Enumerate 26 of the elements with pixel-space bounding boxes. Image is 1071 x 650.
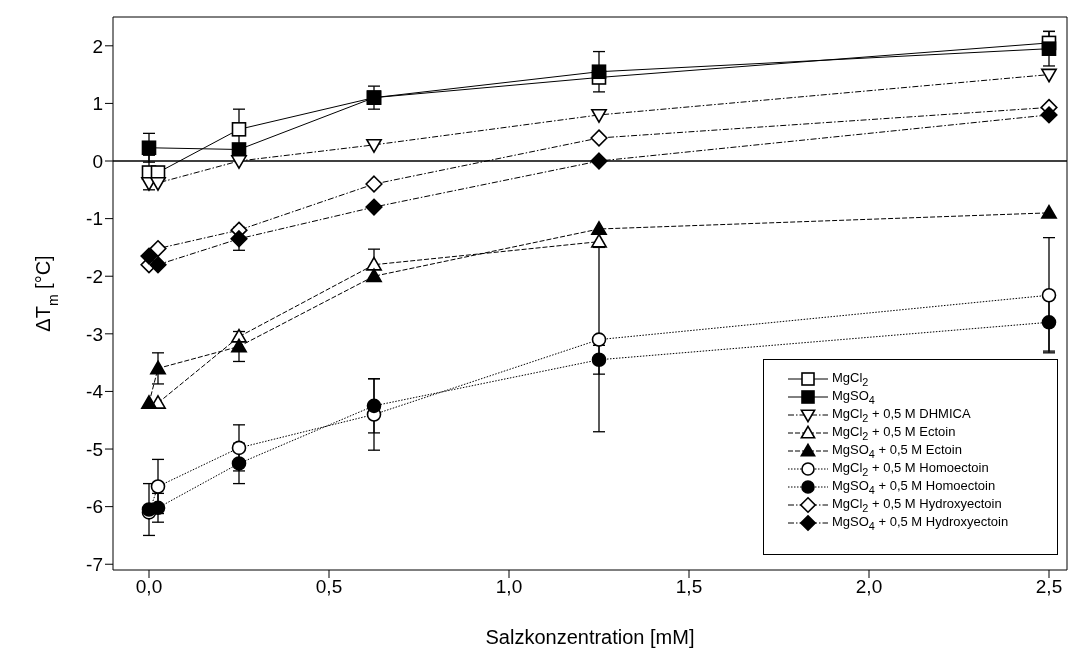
legend-label: MgSO$_{4}$ + 0,5 M Ectoin bbox=[832, 442, 962, 460]
y-tick-label: -5 bbox=[86, 438, 103, 460]
x-tick-label: 0,5 bbox=[315, 576, 343, 598]
legend-label: MgCl$_{2}$ + 0,5 M Ectoin bbox=[832, 424, 956, 442]
legend-label: MgCl$_{2}$ + 0,5 M DHMICA bbox=[832, 406, 971, 424]
y-tick-label: 1 bbox=[92, 93, 103, 115]
x-tick-label: 1,0 bbox=[495, 576, 523, 598]
y-tick-label: -6 bbox=[86, 496, 103, 518]
y-tick-label: -7 bbox=[86, 553, 103, 575]
y-tick-label: -1 bbox=[86, 208, 103, 230]
legend-label: MgSO$_{4}$ + 0,5 M Homoectoin bbox=[832, 478, 996, 496]
legend-label: MgSO$_{4}$ + 0,5 M Hydroxyectoin bbox=[832, 514, 1009, 532]
x-tick-label: 0,0 bbox=[135, 576, 163, 598]
legend-label: MgCl$_{2}$ bbox=[832, 370, 869, 388]
y-tick-label: -2 bbox=[86, 265, 103, 287]
x-axis-title: Salzkonzentration [mM] bbox=[485, 626, 695, 648]
y-tick-label: -4 bbox=[86, 381, 104, 403]
legend-label: MgCl$_{2}$ + 0,5 M Hydroxyectoin bbox=[832, 496, 1002, 514]
y-tick-label: 2 bbox=[92, 35, 103, 57]
legend-label: MgCl$_{2}$ + 0,5 M Homoectoin bbox=[832, 460, 989, 478]
x-tick-label: 1,5 bbox=[675, 576, 703, 598]
y-tick-label: -3 bbox=[86, 323, 103, 345]
y-tick-label: 0 bbox=[92, 150, 103, 172]
x-tick-label: 2,5 bbox=[1035, 576, 1063, 598]
x-tick-label: 2,0 bbox=[855, 576, 883, 598]
legend-label: MgSO$_{4}$ bbox=[832, 388, 875, 406]
